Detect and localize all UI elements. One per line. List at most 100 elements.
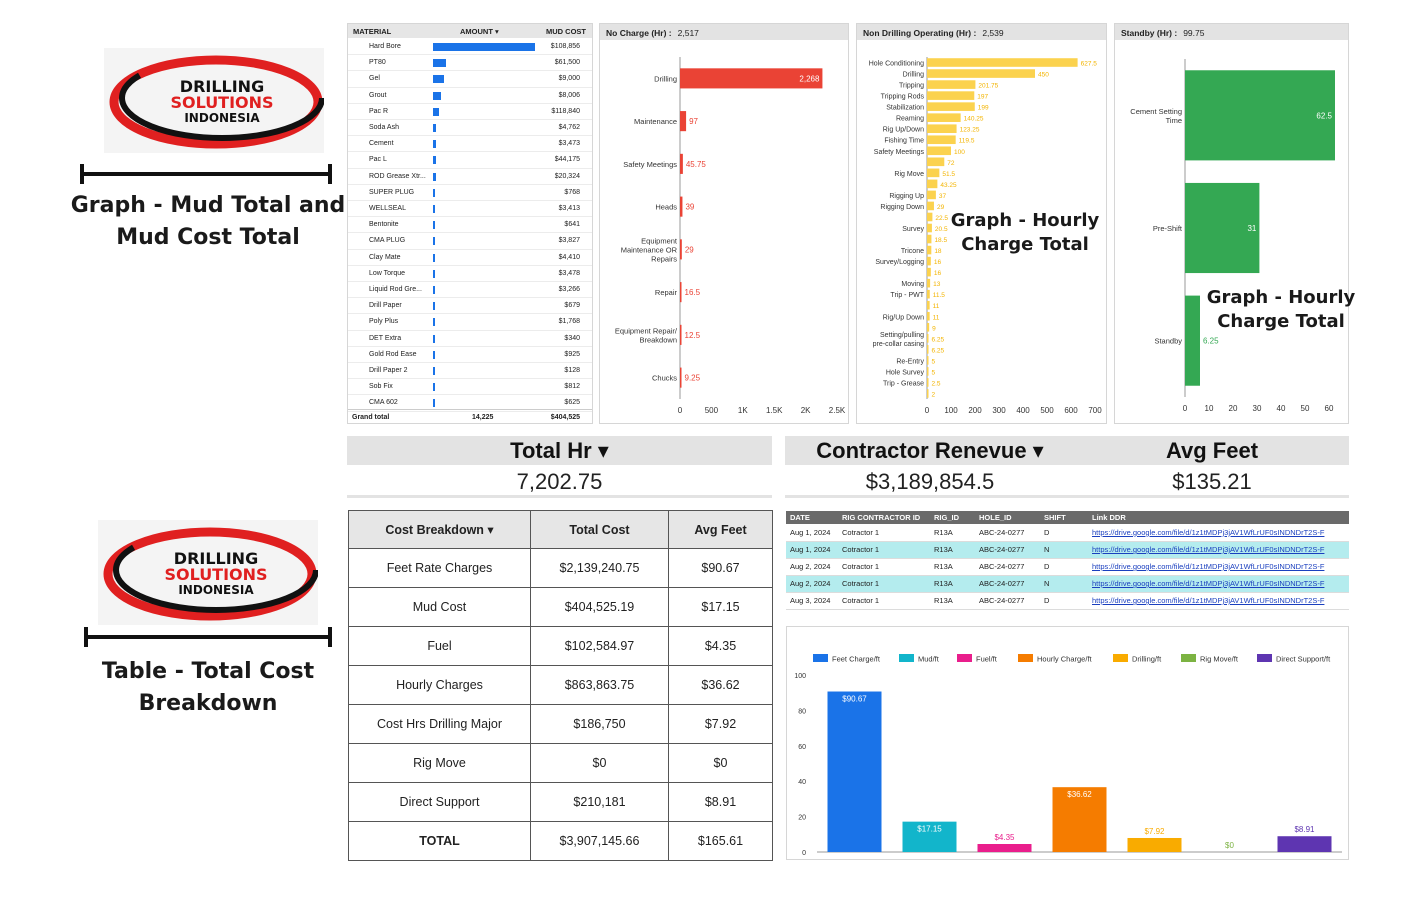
cost-avg-cell: $90.67	[668, 548, 773, 588]
chart-bar[interactable]	[680, 324, 682, 345]
chart-bar[interactable]	[680, 196, 683, 217]
non-drilling-bar-chart: Hole Conditioning 627.5 Drilling 450 Trippin…	[869, 57, 1102, 415]
chart-bar[interactable]	[1277, 836, 1332, 852]
chart-bar[interactable]	[927, 168, 940, 178]
chart-bar[interactable]	[927, 334, 929, 343]
chart-bar[interactable]	[927, 135, 956, 145]
mud-amount-bar	[433, 399, 435, 408]
chart-bar[interactable]	[927, 322, 930, 332]
mud-amount-bar	[433, 269, 435, 278]
mud-header-amount[interactable]: AMOUNT ▾	[460, 27, 499, 36]
chart-bar[interactable]	[927, 278, 931, 288]
chart-bar[interactable]	[927, 245, 932, 255]
mud-header-material[interactable]: MATERIAL	[353, 27, 392, 36]
mud-amount-bar	[433, 172, 436, 181]
chart-bar[interactable]	[1185, 295, 1200, 386]
ddr-link[interactable]: https://drive.google.com/file/d/1z1tMDPj…	[1088, 524, 1349, 542]
mud-table-row: Soda Ash $4,762	[348, 120, 592, 137]
mud-material-name: Cement	[369, 140, 394, 148]
chart-bar[interactable]	[927, 146, 951, 156]
chart-bar[interactable]	[927, 91, 975, 100]
chart-bar[interactable]	[680, 239, 682, 260]
chart-bar[interactable]	[927, 311, 930, 321]
chart-bar[interactable]	[1052, 787, 1107, 852]
chart-bar[interactable]	[927, 345, 929, 354]
ddr-cell: Cotractor 1	[838, 558, 930, 576]
chart-bar[interactable]	[977, 844, 1032, 852]
chart-category-label: Pre-Shift	[1153, 224, 1183, 233]
chart-bar[interactable]	[680, 111, 687, 132]
mud-amount-bar	[433, 318, 435, 327]
ddr-link[interactable]: https://drive.google.com/file/d/1z1tMDPj…	[1088, 541, 1349, 559]
chart-bar[interactable]	[927, 190, 936, 200]
chart-bar[interactable]	[927, 58, 1078, 67]
cost-table-body: Feet Rate Charges $2,139,240.75 $90.67 Mud …	[348, 548, 773, 861]
chart-bar[interactable]	[927, 124, 957, 134]
chart-category-label: Rig Up/Down	[883, 127, 924, 134]
ddr-link[interactable]: https://drive.google.com/file/d/1z1tMDPj…	[1088, 575, 1349, 593]
mud-material-name: Gold Rod Ease	[369, 350, 417, 358]
logo-line3: INDONESIA	[184, 111, 260, 125]
chart-bar[interactable]	[680, 282, 682, 303]
chart-bar[interactable]	[927, 102, 975, 111]
ddr-header-cell[interactable]: DATE	[786, 511, 838, 524]
company-logo-top: DRILLING SOLUTIONS INDONESIA	[104, 48, 324, 153]
chart-bar[interactable]	[927, 113, 961, 122]
ddr-header-cell[interactable]: SHIFT	[1040, 511, 1088, 524]
mud-header-cost[interactable]: MUD COST	[546, 27, 586, 36]
chart-bar[interactable]	[927, 69, 1035, 78]
chart-bar[interactable]	[927, 80, 976, 89]
chart-data-label: 201.75	[978, 83, 998, 90]
chart-bar[interactable]	[1127, 837, 1182, 852]
chart-bar[interactable]	[927, 356, 929, 365]
chart-bar[interactable]	[927, 223, 932, 233]
non-drilling-header: Non Drilling Operating (Hr) : 2,539	[857, 24, 1106, 40]
chart-bar[interactable]	[927, 267, 931, 277]
chart-bar[interactable]	[927, 234, 932, 244]
ddr-link[interactable]: https://drive.google.com/file/d/1z1tMDPj…	[1088, 558, 1349, 576]
chart-bar[interactable]	[680, 68, 823, 89]
mud-cost-table: MATERIAL AMOUNT ▾ MUD COST Hard Bore $108…	[347, 23, 593, 424]
chart-bar[interactable]	[1185, 70, 1335, 161]
cost-table-row: Hourly Charges $863,863.75 $36.62	[348, 665, 773, 705]
ddr-header-cell[interactable]: RIG_ID	[930, 511, 975, 524]
legend-label: Hourly Charge/ft	[1037, 655, 1093, 664]
chart-bar[interactable]	[927, 179, 938, 189]
chart-bar[interactable]	[827, 691, 882, 852]
chart-bar[interactable]	[927, 367, 929, 376]
chart-data-label: 18	[934, 248, 942, 255]
cost-header-breakdown[interactable]: Cost Breakdown ▾	[348, 510, 531, 549]
chart-bar[interactable]	[927, 256, 931, 266]
chart-data-label: 2,268	[799, 74, 820, 83]
chart-tick-label: 20	[798, 815, 806, 822]
mud-cost-value: $44,175	[554, 156, 580, 164]
chart-bar[interactable]	[927, 378, 929, 387]
chart-bar[interactable]	[927, 289, 930, 299]
contractor-revenue-label[interactable]: Contractor Renevue ▾	[785, 436, 1075, 465]
mud-table-row: CMA 602 $625	[348, 395, 592, 412]
ddr-header-cell[interactable]: HOLE_ID	[975, 511, 1040, 524]
ddr-link[interactable]: https://drive.google.com/file/d/1z1tMDPj…	[1088, 592, 1349, 610]
chart-bar[interactable]	[680, 153, 683, 174]
chart-bar[interactable]	[927, 389, 929, 398]
ddr-header-cell[interactable]: Link DDR	[1088, 511, 1349, 524]
ddr-cell: R13A	[930, 558, 975, 576]
chart-bar[interactable]	[927, 212, 933, 222]
mud-material-name: Pac R	[369, 107, 389, 115]
chart-bar[interactable]	[927, 157, 945, 167]
chart-bar[interactable]	[927, 300, 930, 310]
logo-line2: SOLUTIONS	[170, 93, 273, 112]
chart-data-label: $90.67	[842, 695, 867, 704]
chart-bar[interactable]	[902, 821, 957, 852]
cost-total-cell: $3,907,145.66	[530, 821, 669, 861]
chart-bar[interactable]	[1185, 182, 1260, 274]
total-hr-label[interactable]: Total Hr ▾	[347, 436, 772, 465]
ddr-header-cell[interactable]: RIG CONTRACTOR ID	[838, 511, 930, 524]
mud-amount-bar	[433, 107, 439, 116]
chart-bar[interactable]	[680, 367, 682, 388]
chart-category-label: Re-Entry	[896, 358, 924, 365]
ddr-cell: Cotractor 1	[838, 524, 930, 542]
chart-bar[interactable]	[927, 201, 934, 211]
